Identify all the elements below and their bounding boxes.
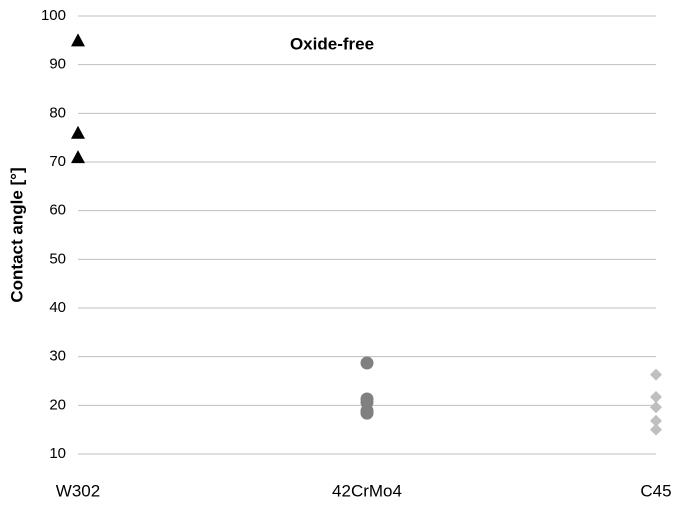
y-tick-label: 30 <box>49 348 66 365</box>
marker <box>650 423 662 436</box>
marker <box>650 401 662 414</box>
marker <box>650 414 662 427</box>
y-tick-label: 50 <box>49 250 66 267</box>
y-tick-label: 10 <box>49 445 66 462</box>
y-tick-label: 20 <box>49 396 66 413</box>
annotation: Oxide-free <box>290 34 374 53</box>
y-axis-label: Contact angle [°] <box>7 167 26 302</box>
marker <box>71 33 85 47</box>
y-tick-label: 40 <box>49 299 66 316</box>
y-tick-label: 80 <box>49 104 66 121</box>
marker <box>360 356 374 370</box>
y-tick-label: 60 <box>49 202 66 219</box>
marker <box>360 406 374 420</box>
y-tick-label: 90 <box>49 56 66 73</box>
y-tick-label: 100 <box>41 7 66 24</box>
x-tick-label: 42CrMo4 <box>332 481 402 500</box>
marker <box>71 150 85 164</box>
x-tick-label: W302 <box>56 481 100 500</box>
marker <box>650 391 662 404</box>
x-tick-label: C45 <box>640 481 671 500</box>
y-tick-label: 70 <box>49 153 66 170</box>
marker <box>650 368 662 381</box>
marker <box>71 125 85 139</box>
